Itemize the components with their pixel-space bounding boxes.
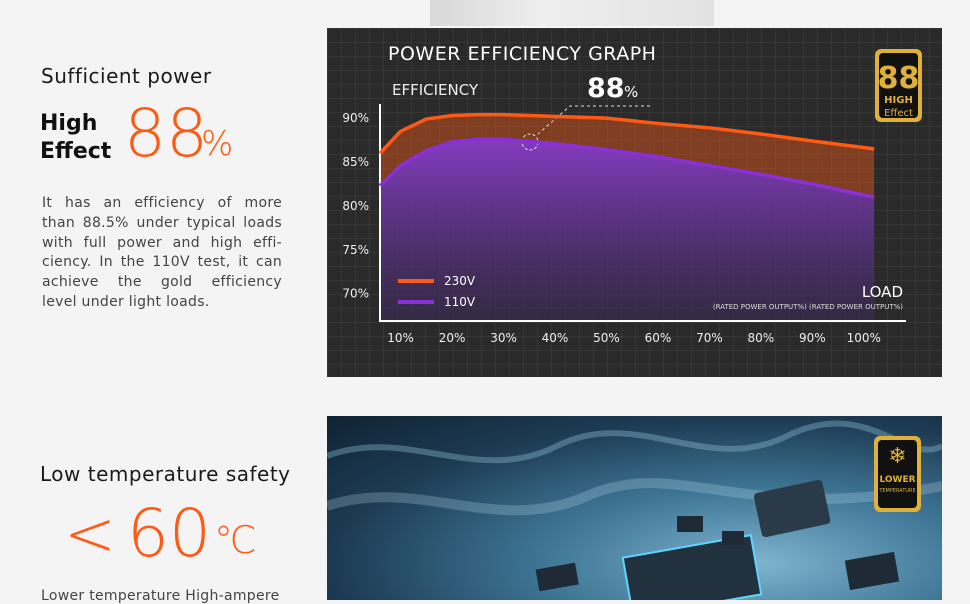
area-fill (380, 114, 875, 198)
legend-label: 230V (444, 274, 476, 288)
big-unit: ℃ (214, 518, 257, 562)
label-line: Effect (40, 139, 112, 164)
chart-title: POWER EFFICIENCY GRAPH (388, 43, 656, 65)
badge-text: LOWER (879, 475, 916, 485)
line (378, 112, 875, 155)
y-tick-label: 90% (342, 111, 369, 125)
y-tick-label: 70% (342, 287, 369, 301)
badge-number: 88 (878, 61, 920, 96)
x-tick-label: 40% (542, 331, 569, 345)
paragraph: Lower temperature High-ampere (41, 588, 280, 604)
x-tick-label: 100% (847, 331, 881, 345)
badge-text: Effect (884, 108, 913, 119)
x-tick-label: 60% (645, 331, 672, 345)
paragraph-line: It has an efficiency of more (42, 195, 282, 211)
x-tick-label: 80% (748, 331, 775, 345)
badge: ❄ LOWER TEMPERATURE (874, 436, 921, 512)
badge: 88 HIGH Effect (875, 49, 922, 122)
annotation-unit: % (624, 83, 638, 101)
paragraph-line: with full power and high effi- (42, 234, 282, 251)
big-number: 60 (127, 495, 211, 572)
x-tick-label: 10% (387, 331, 414, 345)
area-fill (380, 139, 875, 320)
product-base (430, 0, 714, 26)
big-unit: % (201, 124, 234, 164)
paragraph: It has an efficiency of more than 88.5% u… (42, 194, 282, 313)
paragraph-line: level under light loads. (42, 293, 210, 310)
badge-text: HIGH (884, 95, 913, 106)
y-tick-label: 85% (342, 155, 369, 169)
legend-label: 110V (444, 295, 476, 309)
symbol: < (64, 497, 116, 570)
label-line: High (40, 111, 98, 136)
y-tick-label: 80% (342, 199, 369, 213)
big-number: 88 (124, 95, 208, 172)
y-tick-label: 75% (342, 243, 369, 257)
heading: Low temperature safety (40, 462, 291, 486)
thermometer-icon: ❄ (888, 444, 907, 469)
x-axis-label: LOAD (862, 283, 903, 301)
x-axis-sublabel: (RATED POWER OUTPUT%) (RATED POWER OUTPU… (713, 303, 903, 311)
x-tick-label: 20% (439, 331, 466, 345)
badge-text: TEMPERATURE (879, 488, 916, 494)
annotation: 88 (587, 73, 625, 104)
circuit-art (327, 420, 942, 600)
line (378, 137, 875, 199)
x-tick-label: 90% (799, 331, 826, 345)
x-tick-label: 30% (490, 331, 517, 345)
paragraph-line: than 88.5% under typical loads (42, 214, 282, 231)
x-tick-label: 50% (593, 331, 620, 345)
y-axis-label: EFFICIENCY (392, 81, 479, 99)
circuit-image: ❄ LOWER TEMPERATURE (327, 416, 942, 600)
paragraph-line: achieve the gold efficiency (42, 274, 282, 291)
paragraph-line: ciency. In the 110V test, it can (42, 254, 282, 271)
x-tick-label: 70% (696, 331, 723, 345)
heading: Sufficient power (41, 64, 212, 88)
annotation-leader (537, 105, 650, 135)
